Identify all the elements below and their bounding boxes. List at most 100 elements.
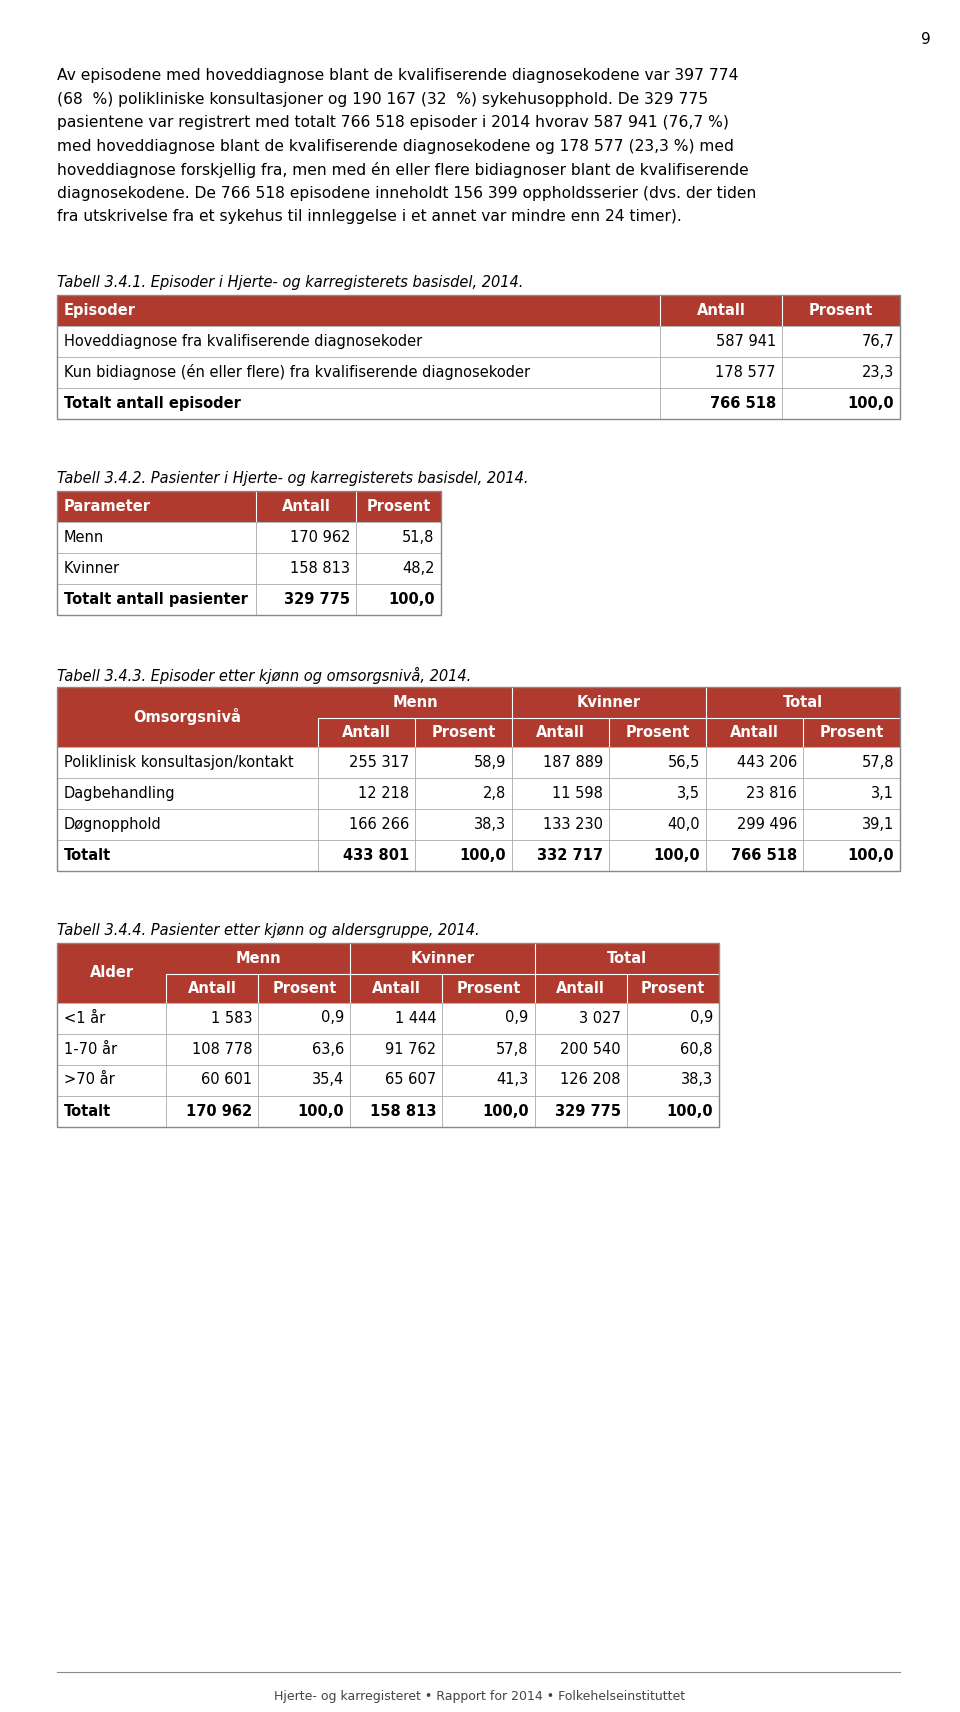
Text: 35,4: 35,4: [312, 1072, 345, 1087]
Text: 1 583: 1 583: [211, 1010, 252, 1025]
Text: Prosent: Prosent: [809, 303, 874, 317]
Text: 158 813: 158 813: [370, 1104, 437, 1118]
Text: 766 518: 766 518: [731, 847, 797, 863]
Text: 76,7: 76,7: [861, 334, 894, 349]
FancyBboxPatch shape: [57, 1003, 719, 1034]
Text: 57,8: 57,8: [861, 755, 894, 769]
FancyBboxPatch shape: [319, 717, 416, 746]
Text: <1 år: <1 år: [64, 1010, 106, 1025]
FancyBboxPatch shape: [319, 687, 513, 717]
Text: 170 962: 170 962: [186, 1104, 252, 1118]
Text: 329 775: 329 775: [555, 1104, 621, 1118]
Text: 100,0: 100,0: [460, 847, 506, 863]
Text: Hoveddiagnose fra kvalifiserende diagnosekoder: Hoveddiagnose fra kvalifiserende diagnos…: [64, 334, 422, 349]
Text: Antall: Antall: [282, 498, 331, 514]
Text: 1-70 år: 1-70 år: [64, 1041, 117, 1056]
FancyBboxPatch shape: [166, 943, 350, 974]
Text: Total: Total: [607, 950, 647, 966]
Text: Prosent: Prosent: [272, 981, 337, 995]
FancyBboxPatch shape: [57, 553, 441, 584]
FancyBboxPatch shape: [707, 687, 900, 717]
Text: 63,6: 63,6: [312, 1041, 345, 1056]
FancyBboxPatch shape: [57, 1065, 719, 1096]
FancyBboxPatch shape: [57, 839, 900, 870]
Text: Alder: Alder: [89, 966, 133, 979]
FancyBboxPatch shape: [535, 943, 719, 974]
Text: 3,5: 3,5: [677, 786, 700, 801]
FancyBboxPatch shape: [627, 974, 719, 1003]
Text: 255 317: 255 317: [349, 755, 409, 769]
Text: 0,9: 0,9: [689, 1010, 712, 1025]
Text: Parameter: Parameter: [64, 498, 151, 514]
Text: 38,3: 38,3: [474, 817, 506, 832]
Text: Kvinner: Kvinner: [64, 560, 120, 575]
Text: 187 889: 187 889: [543, 755, 603, 769]
Text: 57,8: 57,8: [496, 1041, 529, 1056]
FancyBboxPatch shape: [57, 943, 166, 1003]
FancyBboxPatch shape: [804, 717, 900, 746]
Text: 158 813: 158 813: [290, 560, 350, 575]
Text: Omsorgsnivå: Omsorgsnivå: [133, 709, 242, 724]
Text: Antall: Antall: [372, 981, 420, 995]
Text: 9: 9: [921, 33, 931, 46]
Text: Tabell 3.4.4. Pasienter etter kjønn og aldersgruppe, 2014.: Tabell 3.4.4. Pasienter etter kjønn og a…: [57, 923, 480, 938]
Text: Antall: Antall: [696, 303, 745, 317]
Text: 0,9: 0,9: [322, 1010, 345, 1025]
FancyBboxPatch shape: [57, 522, 441, 553]
FancyBboxPatch shape: [350, 943, 535, 974]
Text: Kvinner: Kvinner: [411, 950, 474, 966]
Text: Antall: Antall: [731, 724, 779, 740]
Text: 170 962: 170 962: [290, 529, 350, 544]
Text: Prosent: Prosent: [819, 724, 884, 740]
Text: 3,1: 3,1: [871, 786, 894, 801]
Text: 12 218: 12 218: [358, 786, 409, 801]
Text: Tabell 3.4.2. Pasienter i Hjerte- og karregisterets basisdel, 2014.: Tabell 3.4.2. Pasienter i Hjerte- og kar…: [57, 471, 529, 486]
Text: 0,9: 0,9: [505, 1010, 529, 1025]
FancyBboxPatch shape: [350, 974, 443, 1003]
Text: fra utskrivelse fra et sykehus til innleggelse i et annet var mindre enn 24 time: fra utskrivelse fra et sykehus til innle…: [57, 209, 682, 224]
FancyBboxPatch shape: [443, 974, 535, 1003]
Text: Kun bidiagnose (én eller flere) fra kvalifiserende diagnosekoder: Kun bidiagnose (én eller flere) fra kval…: [64, 365, 530, 380]
FancyBboxPatch shape: [707, 717, 804, 746]
FancyBboxPatch shape: [57, 746, 900, 777]
Text: 1 444: 1 444: [395, 1010, 437, 1025]
FancyBboxPatch shape: [57, 584, 441, 615]
Text: 23 816: 23 816: [746, 786, 797, 801]
Text: Total: Total: [783, 695, 823, 709]
FancyBboxPatch shape: [610, 717, 707, 746]
Text: 126 208: 126 208: [561, 1072, 621, 1087]
Text: 23,3: 23,3: [862, 365, 894, 380]
Text: 299 496: 299 496: [737, 817, 797, 832]
Text: Menn: Menn: [64, 529, 105, 544]
Text: 100,0: 100,0: [848, 847, 894, 863]
Text: 56,5: 56,5: [668, 755, 700, 769]
Text: Episoder: Episoder: [64, 303, 136, 317]
FancyBboxPatch shape: [57, 294, 900, 325]
Text: 587 941: 587 941: [716, 334, 776, 349]
FancyBboxPatch shape: [57, 356, 900, 387]
Text: Dagbehandling: Dagbehandling: [64, 786, 176, 801]
Text: Kvinner: Kvinner: [577, 695, 641, 709]
Text: 100,0: 100,0: [848, 395, 894, 411]
Text: Prosent: Prosent: [456, 981, 520, 995]
Text: 332 717: 332 717: [538, 847, 603, 863]
Text: 41,3: 41,3: [496, 1072, 529, 1087]
Text: >70 år: >70 år: [64, 1072, 115, 1087]
FancyBboxPatch shape: [57, 491, 441, 522]
Text: 51,8: 51,8: [402, 529, 435, 544]
Text: 91 762: 91 762: [385, 1041, 437, 1056]
FancyBboxPatch shape: [57, 808, 900, 839]
Text: Hjerte- og karregisteret • Rapport for 2014 • Folkehelseinstituttet: Hjerte- og karregisteret • Rapport for 2…: [275, 1690, 685, 1703]
Text: Antall: Antall: [343, 724, 392, 740]
FancyBboxPatch shape: [258, 974, 350, 1003]
Text: Menn: Menn: [393, 695, 438, 709]
Text: 178 577: 178 577: [715, 365, 776, 380]
FancyBboxPatch shape: [416, 717, 513, 746]
FancyBboxPatch shape: [513, 687, 707, 717]
Text: Av episodene med hoveddiagnose blant de kvalifiserende diagnosekodene var 397 77: Av episodene med hoveddiagnose blant de …: [57, 68, 738, 82]
Text: Prosent: Prosent: [640, 981, 705, 995]
FancyBboxPatch shape: [535, 974, 627, 1003]
Text: Tabell 3.4.3. Episoder etter kjønn og omsorgsnivå, 2014.: Tabell 3.4.3. Episoder etter kjønn og om…: [57, 666, 471, 683]
FancyBboxPatch shape: [57, 1096, 719, 1126]
Text: 329 775: 329 775: [284, 592, 350, 606]
